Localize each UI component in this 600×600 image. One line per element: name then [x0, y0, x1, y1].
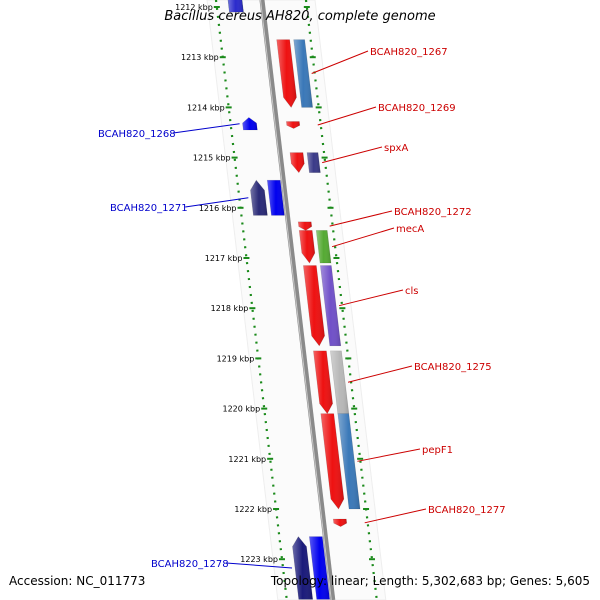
gene-shading — [292, 536, 313, 600]
gene-shading — [299, 230, 315, 264]
gene-shading — [286, 121, 300, 129]
gene-shading — [250, 180, 268, 216]
chromosome-line — [259, 0, 336, 600]
gene-label-connector — [329, 210, 393, 227]
kbp-tick-label: 1213 kbp — [181, 53, 219, 62]
gene-shading — [290, 152, 305, 173]
gene-label-connector — [347, 365, 413, 383]
kbp-tick-label: 1212 kbp — [175, 3, 213, 12]
kbp-tick-label: 1220 kbp — [223, 405, 261, 414]
gene-label-connector — [311, 50, 369, 74]
gene-label-connector — [357, 448, 421, 462]
kbp-ruler: 1212 kbp 1213 kbp 1214 kbp 1215 kbp 1216 kbp… — [175, 0, 378, 600]
gene-shading — [228, 0, 244, 13]
gene-label-bcah820_1269[interactable]: BCAH820_1269 — [378, 103, 456, 114]
gene-shading — [330, 350, 349, 414]
gene-shading — [293, 39, 313, 108]
gene-shading — [320, 265, 341, 346]
gene-shading — [316, 230, 332, 264]
gene-label-cls[interactable]: cls — [405, 286, 419, 297]
gene-label-bcah820_1277[interactable]: BCAH820_1277 — [428, 505, 506, 516]
gene-shading — [303, 265, 325, 346]
kbp-tick-label: 1215 kbp — [193, 154, 231, 163]
gene-label-bcah820_1268[interactable]: BCAH820_1268 — [98, 129, 176, 140]
kbp-tick-label: 1214 kbp — [187, 103, 225, 112]
gene-label-bcah820_1267[interactable]: BCAH820_1267 — [370, 47, 448, 58]
gene-label-connector — [331, 227, 395, 248]
gene-shading — [337, 413, 361, 509]
gene-label-connector — [317, 106, 377, 126]
gene-shading — [276, 39, 297, 108]
gene-label-connector — [338, 289, 404, 307]
gene-shading — [320, 413, 344, 509]
accession-text: Accession: NC_011773 — [9, 574, 146, 588]
gene-label-bcah820_1275[interactable]: BCAH820_1275 — [414, 362, 492, 373]
gene-shading — [307, 152, 321, 173]
gene-shading — [309, 536, 330, 600]
kbp-tick-label: 1222 kbp — [234, 505, 272, 514]
genome-summary-text: Topology: linear; Length: 5,302,683 bp; … — [270, 574, 590, 588]
kbp-tick-label: 1216 kbp — [199, 204, 237, 213]
gene-label-bcah820_1278[interactable]: BCAH820_1278 — [151, 559, 229, 570]
chromosome-backbone — [259, 0, 336, 600]
gene-shading — [242, 117, 258, 130]
gene-shading — [298, 221, 312, 231]
gene-label-pepf1[interactable]: pepF1 — [422, 445, 453, 456]
gene-label-connector — [364, 508, 427, 524]
gene-labels: BCAH820_1267 BCAH820_1269 BCAH820_1268 spxA… — [98, 47, 506, 570]
gene-label-meca[interactable]: mecA — [396, 224, 424, 235]
gene-label-bcah820_1272[interactable]: BCAH820_1272 — [394, 207, 472, 218]
gene-label-connector — [322, 146, 383, 164]
gene-label-connector — [173, 123, 240, 134]
kbp-tick-label: 1223 kbp — [240, 555, 278, 564]
gene-label-bcah820_1271[interactable]: BCAH820_1271 — [110, 203, 188, 214]
chromosome-line-highlight — [260, 0, 332, 600]
kbp-tick-label: 1218 kbp — [211, 304, 249, 313]
gene-label-connector — [226, 562, 293, 569]
kbp-tick-label: 1217 kbp — [205, 254, 243, 263]
gene-shading — [267, 180, 285, 216]
gene-label-spxa[interactable]: spxA — [384, 143, 408, 154]
gene-label-connector — [185, 197, 249, 208]
genome-title: Bacillus cereus AH820, complete genome — [164, 9, 436, 24]
kbp-tick-label: 1219 kbp — [217, 354, 255, 363]
kbp-tick-label: 1221 kbp — [228, 455, 266, 464]
gene-track[interactable] — [227, 0, 361, 600]
gene-shading — [313, 350, 333, 414]
gene-shading — [333, 519, 347, 527]
